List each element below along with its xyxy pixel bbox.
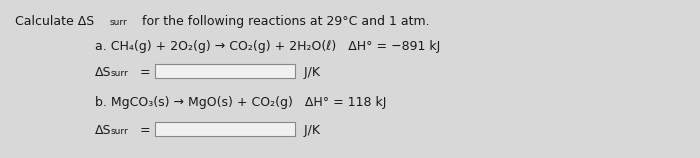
Text: b. MgCO₃(s) → MgO(s) + CO₂(g)   ΔH° = 118 kJ: b. MgCO₃(s) → MgO(s) + CO₂(g) ΔH° = 118 … xyxy=(95,96,386,109)
Text: surr: surr xyxy=(111,69,129,78)
Text: J/K: J/K xyxy=(300,66,320,79)
Text: for the following reactions at 29°C and 1 atm.: for the following reactions at 29°C and … xyxy=(138,15,430,28)
Text: surr: surr xyxy=(111,127,129,136)
Text: Calculate ΔS: Calculate ΔS xyxy=(15,15,94,28)
Text: =: = xyxy=(140,66,150,79)
Text: surr: surr xyxy=(110,18,127,27)
Text: ΔS: ΔS xyxy=(95,66,111,79)
Text: =: = xyxy=(140,124,150,137)
Text: a. CH₄(g) + 2O₂(g) → CO₂(g) + 2H₂O(ℓ)   ΔH° = −891 kJ: a. CH₄(g) + 2O₂(g) → CO₂(g) + 2H₂O(ℓ) ΔH… xyxy=(95,40,440,53)
Text: J/K: J/K xyxy=(300,124,320,137)
FancyBboxPatch shape xyxy=(155,64,295,78)
Text: ΔS: ΔS xyxy=(95,124,111,137)
FancyBboxPatch shape xyxy=(155,122,295,136)
